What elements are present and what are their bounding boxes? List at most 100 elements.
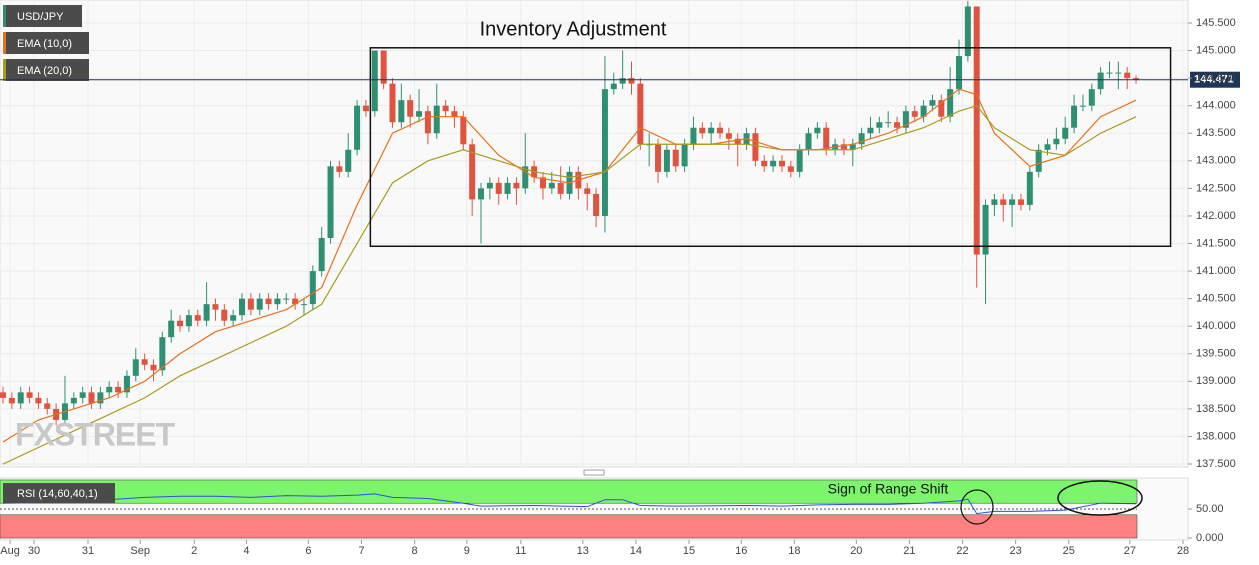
- candle-body: [212, 304, 219, 310]
- y-tick-label: 137.500: [1196, 458, 1236, 470]
- candle-body: [159, 337, 166, 371]
- candle-body: [619, 78, 626, 84]
- candle-body: [70, 397, 77, 404]
- rsi-annotation: Sign of Range Shift: [828, 481, 949, 497]
- candle-body: [982, 204, 989, 255]
- candle-body: [805, 133, 812, 150]
- candle-body: [247, 298, 254, 310]
- candle-body: [1035, 149, 1042, 172]
- candle-body: [371, 50, 378, 112]
- legend-box: [3, 59, 89, 81]
- candle-body: [796, 149, 803, 172]
- candle-body: [478, 188, 485, 200]
- legend: USD/JPY EMA (10,0) EMA (20,0): [3, 5, 89, 81]
- candle-body: [398, 100, 405, 123]
- candle-body: [1088, 89, 1095, 106]
- candle-body: [469, 144, 476, 200]
- candle-body: [300, 304, 307, 306]
- candle-body: [451, 111, 458, 117]
- x-tick-label: Sep: [130, 545, 150, 557]
- candle-body: [1097, 72, 1104, 90]
- candle-body: [770, 160, 777, 167]
- x-tick-label: Aug: [0, 545, 20, 557]
- candle-body: [593, 193, 600, 216]
- panel-divider: [583, 469, 605, 476]
- rsi-band: [0, 514, 1138, 539]
- y-tick-label: 143.500: [1196, 127, 1236, 139]
- plot: [0, 0, 1140, 515]
- candle-body: [1044, 144, 1051, 150]
- x-tick-label: 23: [1010, 545, 1022, 557]
- candle-body: [44, 403, 51, 409]
- candle-body: [672, 149, 679, 167]
- candle-body: [1133, 78, 1140, 80]
- x-tick-label: 2: [191, 545, 197, 557]
- candle-body: [504, 182, 511, 194]
- candle-body: [1009, 199, 1016, 205]
- candle-body: [681, 144, 688, 167]
- x-tick-label: 22: [956, 545, 968, 557]
- y-tick-label: 141.500: [1196, 237, 1236, 249]
- candle-body: [628, 78, 635, 84]
- rsi-legend-label: RSI (14,60,40,1): [17, 488, 98, 500]
- candle-body: [292, 298, 299, 305]
- x-tick-label: 11: [515, 545, 526, 557]
- highlight-circle: [960, 489, 994, 525]
- candle-body: [584, 188, 591, 194]
- candle-body: [424, 111, 431, 134]
- candle-body: [991, 199, 998, 205]
- candle-body: [389, 83, 396, 123]
- legend-swatch: [3, 32, 6, 54]
- candle-body: [725, 133, 732, 139]
- overlay: 144.471 RSI (14,60,40,1) Sign of Range Shi…: [0, 47, 1240, 525]
- y-tick-label: 144.500: [1196, 72, 1236, 84]
- candle-body: [1000, 199, 1007, 205]
- candle-body: [539, 177, 546, 189]
- candle-body: [35, 397, 42, 404]
- candle-body: [902, 111, 909, 128]
- range-box: [369, 47, 1172, 248]
- candle-body: [876, 122, 883, 128]
- x-tick-label: 21: [903, 545, 915, 557]
- candle-body: [265, 298, 272, 305]
- candle-body: [256, 298, 263, 310]
- y-tick-label: 138.500: [1196, 403, 1236, 415]
- candle-body: [849, 144, 856, 150]
- candle-body: [17, 392, 24, 404]
- candle-body: [894, 122, 901, 128]
- candle-body: [708, 127, 715, 134]
- x-tick-label: 25: [1063, 545, 1075, 557]
- candle-body: [486, 182, 493, 189]
- candle-body: [655, 144, 662, 172]
- candle-body: [734, 138, 741, 145]
- grid: [0, 0, 1188, 539]
- candle-body: [761, 160, 768, 167]
- watermark: FXSTREET: [15, 416, 176, 452]
- candle-body: [557, 182, 564, 194]
- candle-body: [513, 182, 520, 189]
- x-tick-label: 9: [464, 545, 470, 557]
- candle-body: [274, 298, 281, 305]
- candle-body: [814, 127, 821, 134]
- candle-body: [460, 116, 467, 145]
- candle-body: [1106, 72, 1113, 74]
- candle-body: [150, 364, 157, 371]
- candle-body: [911, 111, 918, 117]
- candle-body: [929, 100, 936, 106]
- candle-body: [867, 127, 874, 134]
- candle-body: [1053, 138, 1060, 145]
- candle-body: [1071, 105, 1078, 128]
- rsi-band: [0, 479, 1138, 504]
- x-tick-label: 30: [28, 545, 40, 557]
- y-tick-label: 139.000: [1196, 375, 1236, 387]
- legend-box: [3, 5, 82, 27]
- candle-body: [637, 83, 644, 145]
- candle-body: [1079, 105, 1086, 107]
- candle-body: [283, 298, 290, 300]
- candle-body: [787, 166, 794, 172]
- legend-box: [3, 32, 89, 54]
- highlight-ellipse: [1057, 480, 1143, 516]
- rsi-tick-label: 50.00: [1196, 503, 1224, 515]
- candle-body: [327, 166, 334, 238]
- candle-body: [168, 320, 175, 338]
